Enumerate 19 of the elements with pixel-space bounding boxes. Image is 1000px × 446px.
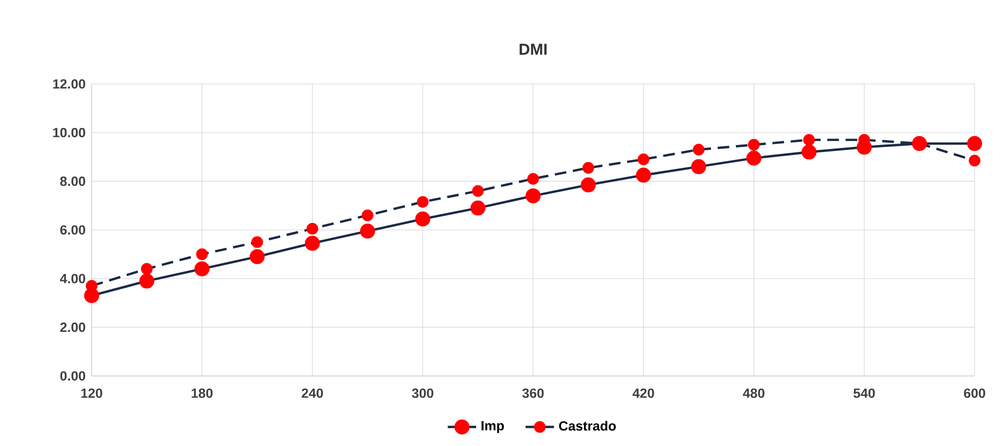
legend-label: Imp	[482, 421, 504, 434]
x-tick-label: 240	[302, 388, 323, 398]
x-tick-label: 420	[632, 388, 654, 398]
y-tick-label: 10.00	[53, 128, 86, 138]
y-tick-label: 4.00	[60, 274, 86, 284]
legend-label: Castrado	[559, 420, 616, 431]
x-tick-label: 120	[81, 388, 102, 398]
x-tick-label: 540	[854, 388, 875, 398]
y-tick-label: 12.00	[53, 79, 86, 89]
chart-title: DMI	[520, 44, 547, 55]
y-tick-label: 2.00	[60, 322, 86, 332]
x-tick-label: 600	[964, 388, 986, 398]
y-tick-label: 0.00	[60, 371, 86, 381]
y-tick-label: 6.00	[60, 225, 86, 235]
x-tick-label: 180	[192, 388, 213, 398]
y-tick-label: 8.00	[60, 176, 86, 186]
x-tick-label: 300	[412, 388, 434, 398]
x-tick-label: 480	[742, 388, 764, 398]
x-tick-label: 360	[522, 388, 544, 398]
